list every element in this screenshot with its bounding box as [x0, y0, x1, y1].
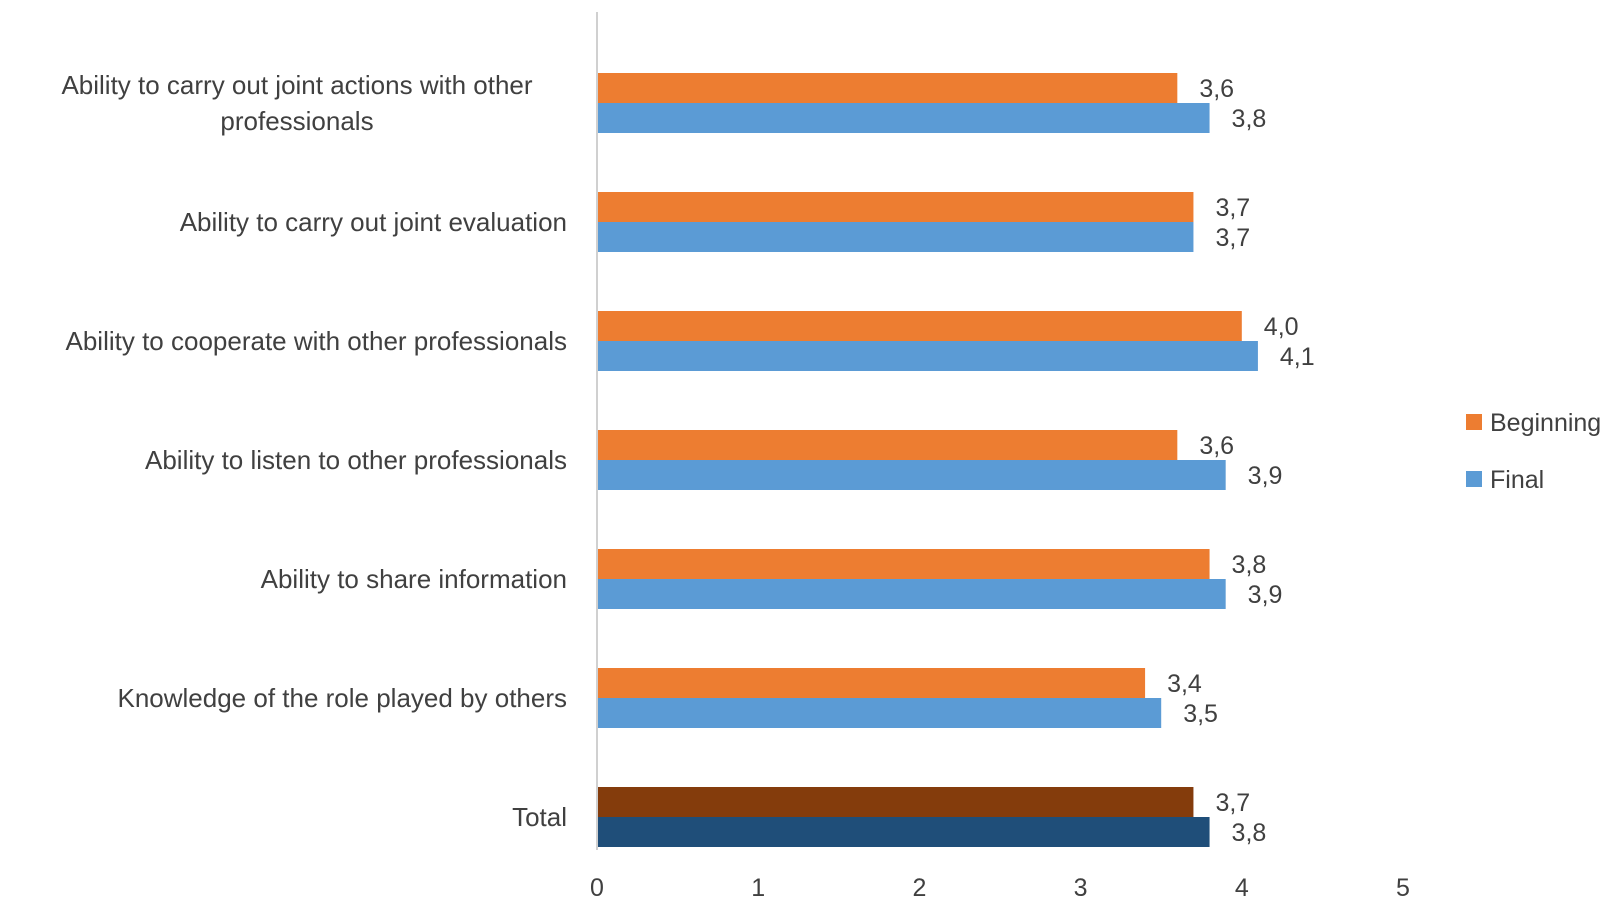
data-label-beginning-4: 3,8	[1232, 551, 1267, 579]
x-tick-label-4: 4	[1235, 874, 1249, 899]
data-label-beginning-3: 3,6	[1199, 432, 1234, 460]
bar-beginning-4	[597, 549, 1210, 579]
data-label-beginning-5: 3,4	[1167, 670, 1202, 698]
x-tick-label-0: 0	[590, 874, 604, 899]
data-label-beginning-0: 3,6	[1199, 75, 1234, 103]
data-label-beginning-2: 4,0	[1264, 313, 1299, 341]
bar-beginning-0	[597, 73, 1178, 103]
category-label-4: Ability to share information	[261, 564, 567, 594]
data-label-final-4: 3,9	[1248, 581, 1283, 609]
bar-beginning-2	[597, 311, 1242, 341]
data-label-final-6: 3,8	[1232, 819, 1267, 847]
data-label-final-1: 3,7	[1215, 224, 1250, 252]
bar-final-4	[597, 579, 1226, 609]
legend-label-beginning: Beginning	[1490, 409, 1601, 437]
bars-group	[597, 73, 1258, 847]
category-label-5: Knowledge of the role played by others	[117, 683, 567, 713]
category-label-1: Ability to carry out joint evaluation	[180, 207, 567, 237]
bar-beginning-6	[597, 787, 1194, 817]
category-label-0-line-1: professionals	[220, 106, 373, 136]
bar-beginning-5	[597, 668, 1146, 698]
value-labels-group: 3,63,83,73,74,04,13,63,93,83,93,43,53,73…	[1167, 75, 1315, 847]
bar-final-3	[597, 460, 1226, 490]
data-label-final-5: 3,5	[1183, 700, 1218, 728]
x-tick-label-5: 5	[1396, 874, 1410, 899]
bar-beginning-1	[597, 192, 1194, 222]
x-axis-tick-labels: 0 1 2 3 4 5	[590, 874, 1410, 899]
x-tick-label-1: 1	[751, 874, 765, 899]
bar-final-0	[597, 103, 1210, 133]
data-label-final-0: 3,8	[1232, 105, 1267, 133]
legend-swatch-final	[1466, 471, 1482, 487]
category-label-3: Ability to listen to other professionals	[145, 445, 567, 475]
category-label-2: Ability to cooperate with other professi…	[66, 326, 568, 356]
x-tick-label-2: 2	[912, 874, 926, 899]
category-labels-group: Ability to carry out joint actions with …	[61, 70, 567, 832]
data-label-final-2: 4,1	[1280, 343, 1315, 371]
data-label-beginning-6: 3,7	[1215, 789, 1250, 817]
category-label-6: Total	[512, 802, 567, 832]
data-label-beginning-1: 3,7	[1215, 194, 1250, 222]
bar-beginning-3	[597, 430, 1178, 460]
data-label-final-3: 3,9	[1248, 462, 1283, 490]
bar-final-5	[597, 698, 1162, 728]
category-label-0-line-0: Ability to carry out joint actions with …	[61, 70, 532, 100]
legend-swatch-beginning	[1466, 414, 1482, 430]
legend: Beginning Final	[1466, 409, 1601, 494]
x-tick-label-3: 3	[1074, 874, 1088, 899]
legend-label-final: Final	[1490, 466, 1544, 494]
bar-final-6	[597, 817, 1210, 847]
bar-final-1	[597, 222, 1194, 252]
bar-final-2	[597, 341, 1258, 371]
